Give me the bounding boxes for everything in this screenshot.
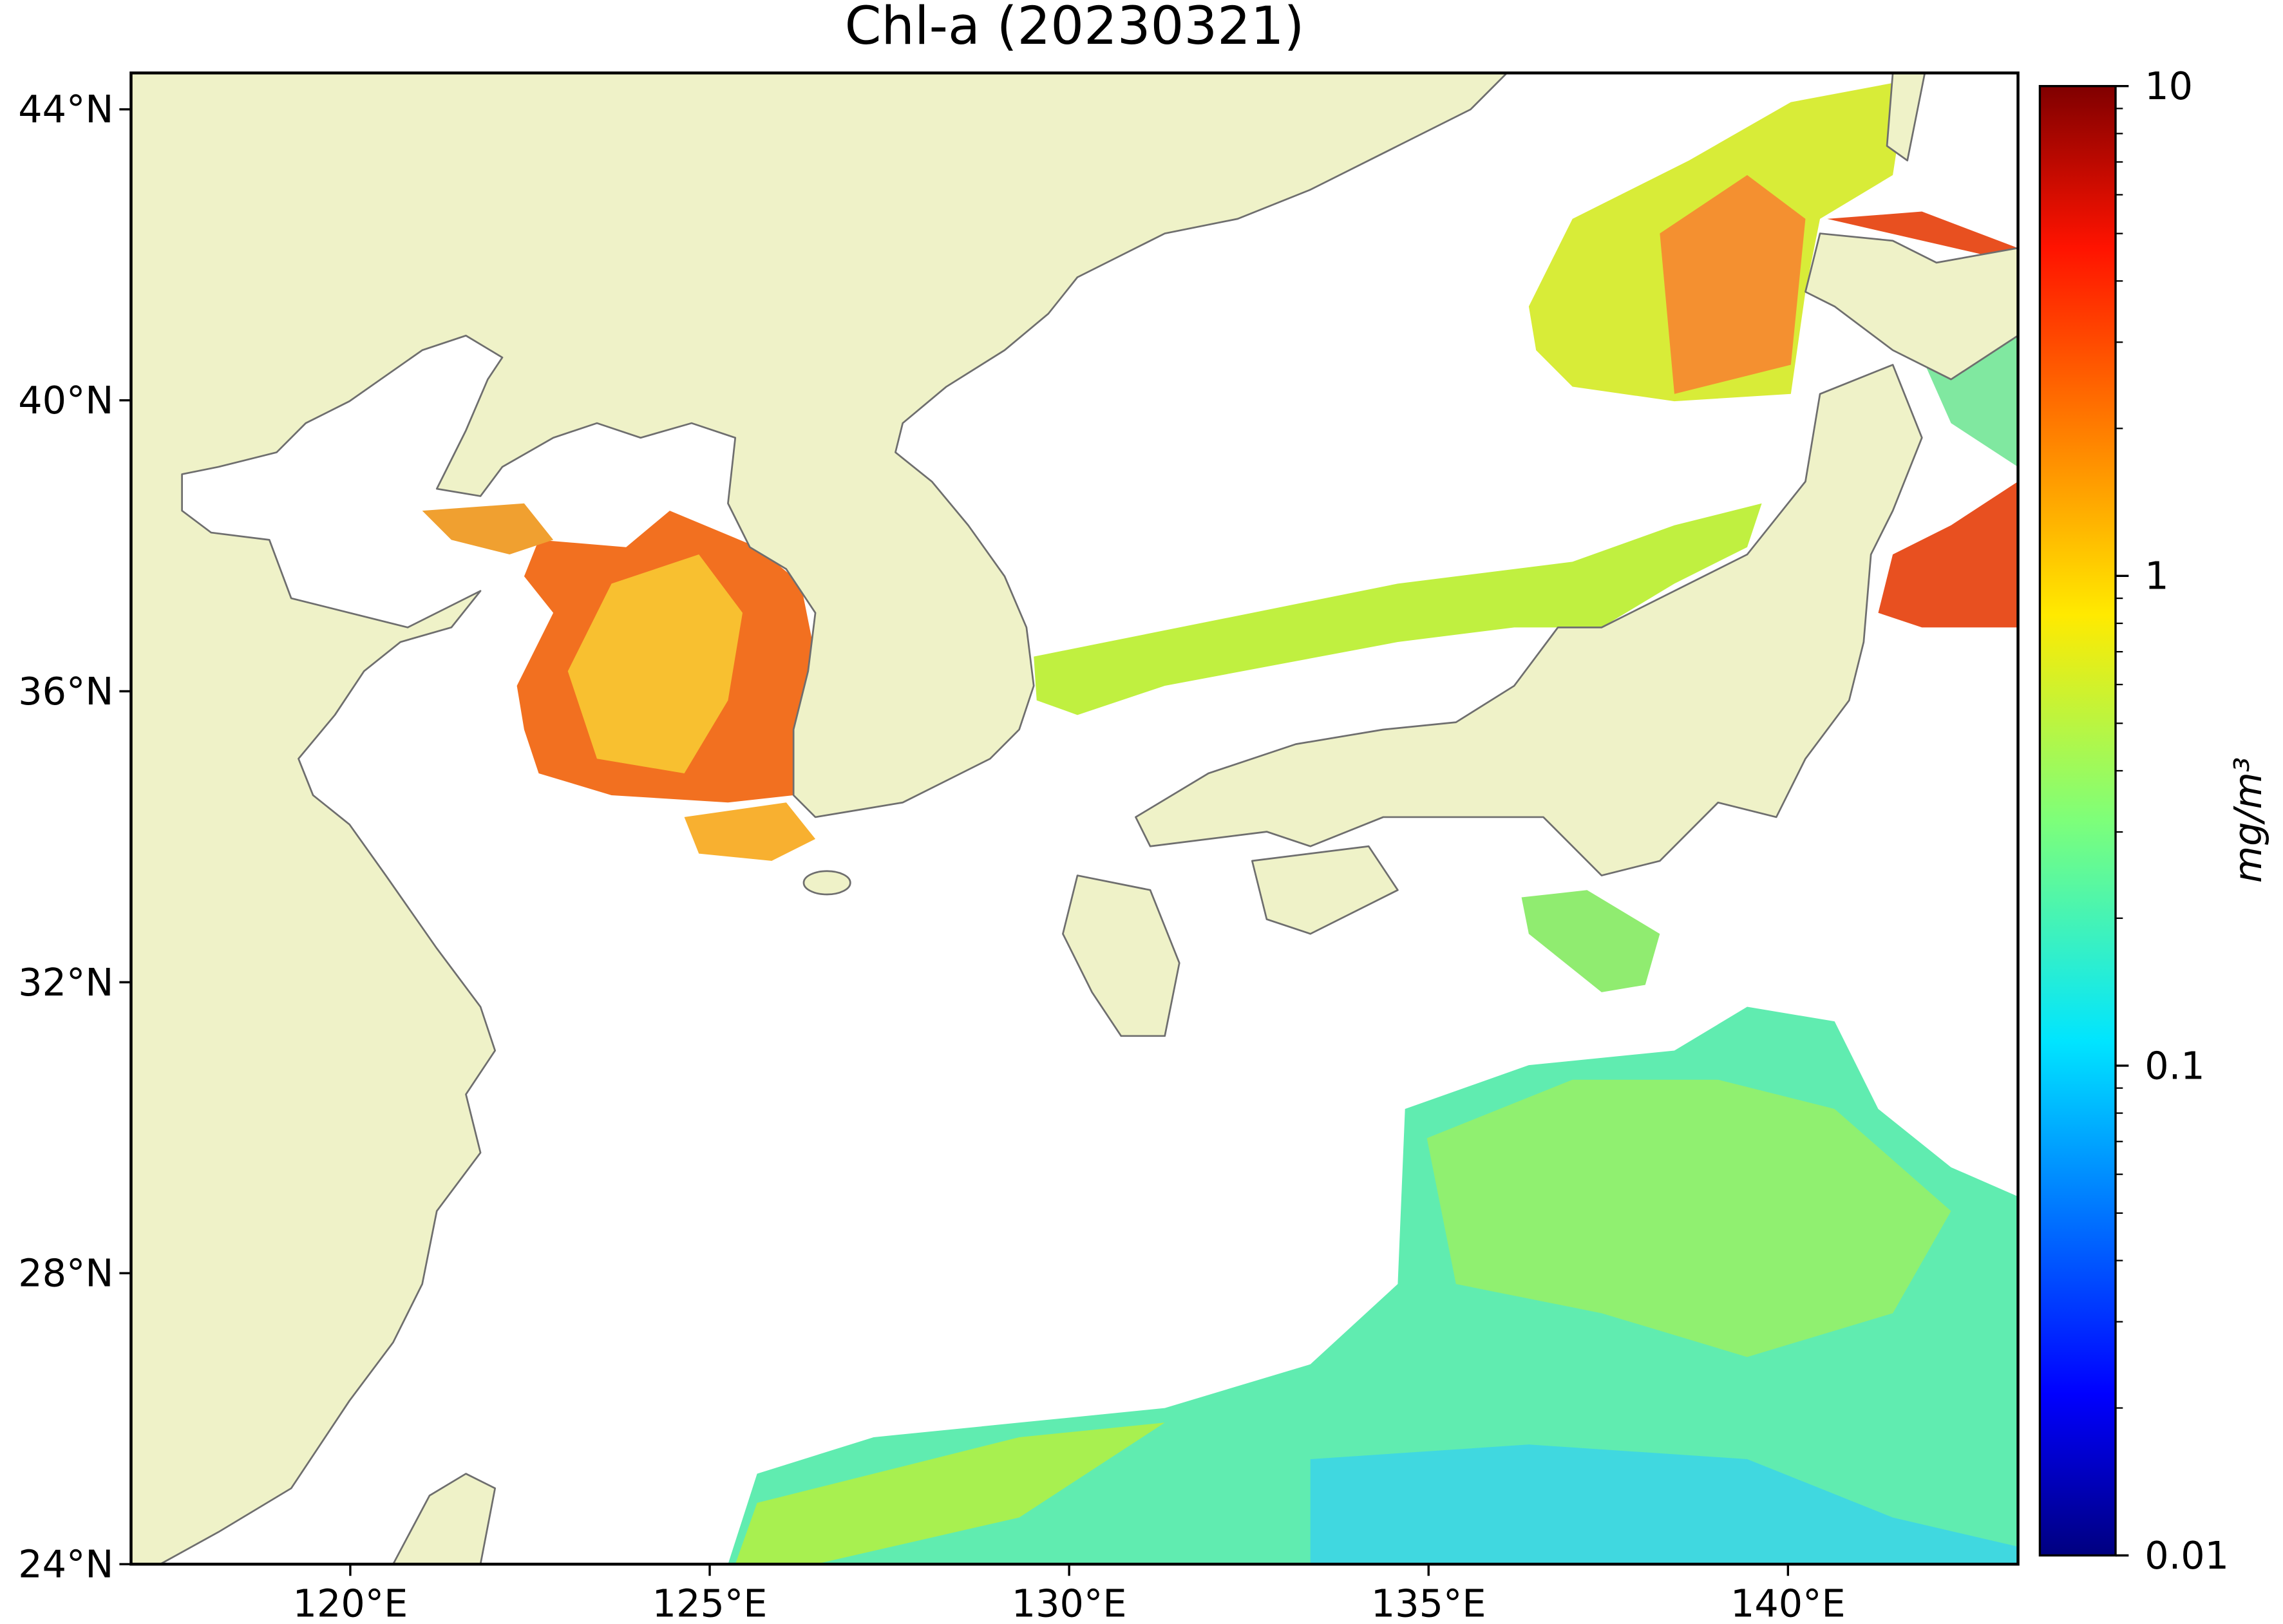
- chl-patch: [1426, 1079, 1951, 1357]
- colorbar-tick-label: 10: [2145, 64, 2193, 108]
- land: [1886, 73, 1926, 162]
- colorbar-tick-label: 0.1: [2145, 1043, 2204, 1088]
- y-tick-label: 36°N: [18, 669, 113, 713]
- chl-patch: [684, 802, 816, 861]
- map-frame: [129, 71, 2020, 1566]
- land: [131, 73, 1508, 1565]
- land: [1135, 364, 1923, 876]
- colorbar-frame: [2038, 84, 2117, 1557]
- chl-patch: [1034, 503, 1762, 715]
- x-tick-label: 125°E: [652, 1582, 768, 1624]
- x-tick-label: 135°E: [1371, 1582, 1486, 1624]
- x-tick-label: 120°E: [293, 1582, 408, 1624]
- land: [802, 870, 851, 896]
- colorbar: [2040, 86, 2116, 1556]
- y-tick-label: 32°N: [18, 960, 113, 1005]
- y-tick-label: 24°N: [18, 1542, 113, 1586]
- y-tick-label: 44°N: [18, 87, 113, 131]
- y-tick-label: 28°N: [18, 1251, 113, 1296]
- title: Chl-a (20230321): [845, 0, 1305, 57]
- x-tick-label: 140°E: [1730, 1582, 1846, 1624]
- chl-patch: [1310, 1444, 2018, 1565]
- chl-patch: [567, 554, 743, 773]
- x-tick-label: 130°E: [1012, 1582, 1127, 1624]
- y-tick-label: 40°N: [18, 378, 113, 422]
- chl-patch: [1660, 175, 1806, 394]
- land: [1062, 874, 1180, 1037]
- colorbar-tick-label: 1: [2145, 554, 2168, 598]
- map-area: [131, 73, 2018, 1565]
- chl-patch: [1827, 211, 2018, 628]
- chl-patch: [1521, 890, 1660, 992]
- land: [1805, 232, 2018, 381]
- land: [392, 1473, 497, 1565]
- chl-patch: [735, 1422, 1165, 1565]
- colorbar-tick-label: 0.01: [2145, 1533, 2229, 1578]
- colorbar-label: mg/m³: [2226, 757, 2270, 883]
- chl-patch: [422, 503, 554, 555]
- land: [1251, 845, 1399, 935]
